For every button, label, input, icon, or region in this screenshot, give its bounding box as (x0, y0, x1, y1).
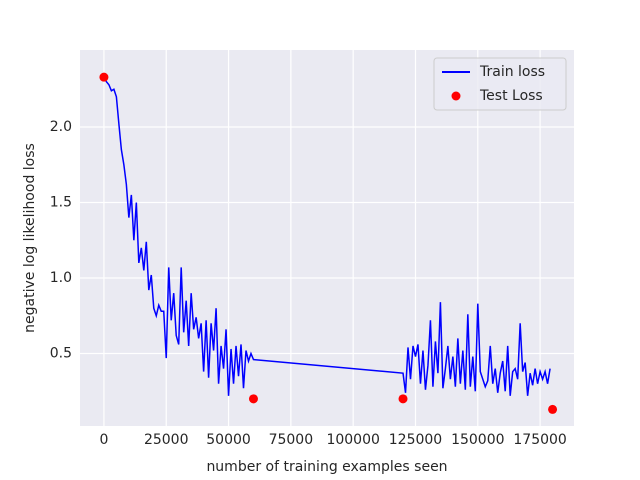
y-tick-label: 1.0 (50, 270, 72, 286)
y-tick-label: 0.5 (50, 346, 72, 362)
x-tick-label: 125000 (389, 432, 442, 448)
legend-label: Train loss (479, 64, 545, 80)
x-tick-label: 175000 (513, 432, 566, 448)
x-axis-label: number of training examples seen (206, 459, 447, 475)
y-tick-label: 2.0 (50, 119, 72, 135)
legend-marker (451, 91, 461, 101)
test-loss-point (548, 404, 558, 414)
x-tick-label: 0 (99, 432, 108, 448)
x-tick-label: 25000 (144, 432, 189, 448)
y-tick-label: 1.5 (50, 195, 72, 211)
x-tick-label: 75000 (269, 432, 314, 448)
test-loss-point (99, 72, 109, 82)
x-tick-label: 50000 (206, 432, 251, 448)
test-loss-point (248, 394, 258, 404)
y-axis-label: negative log likelihood loss (22, 143, 38, 333)
legend-label: Test Loss (479, 88, 543, 104)
test-loss-point (398, 394, 408, 404)
x-tick-label: 100000 (326, 432, 379, 448)
train-loss-line (103, 76, 551, 396)
x-tick-label: 150000 (451, 432, 504, 448)
